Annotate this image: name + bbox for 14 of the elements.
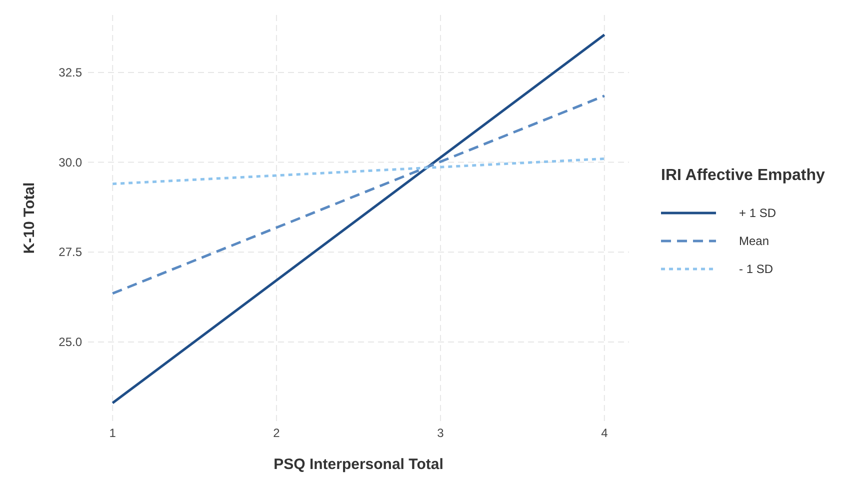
legend-title: IRI Affective Empathy [661,167,825,184]
x-tick-label: 1 [109,426,116,440]
y-axis-title: K-10 Total [21,182,38,254]
legend-label: Mean [739,234,770,248]
y-tick-label: 25.0 [58,334,82,349]
x-tick-label: 3 [437,426,444,440]
y-tick-label: 30.0 [58,155,82,170]
legend-label: - 1 SD [739,262,774,276]
x-tick-label: 4 [601,426,608,440]
x-tick-label: 2 [273,426,280,440]
y-tick-label: 32.5 [58,65,82,80]
x-axis-title: PSQ Interpersonal Total [274,456,444,473]
legend-label: + 1 SD [739,206,776,220]
y-tick-label: 27.5 [58,245,82,260]
